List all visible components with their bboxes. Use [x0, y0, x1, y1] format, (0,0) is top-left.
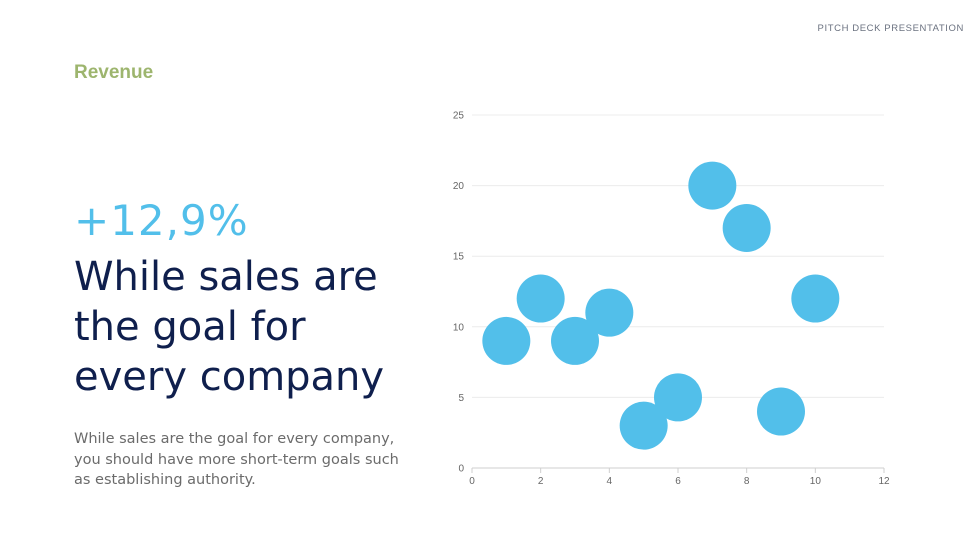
scatter-point — [688, 161, 737, 210]
scatter-point — [551, 316, 599, 365]
x-tick-label: 6 — [675, 476, 681, 487]
scatter-chart: 0 5 10 15 20 25 0 2 4 6 8 10 12 — [453, 111, 890, 488]
x-tick-label: 8 — [744, 476, 750, 487]
scatter-point — [722, 203, 771, 252]
y-tick-label: 10 — [453, 322, 465, 333]
header-tag: PITCH DECK PRESENTATION — [817, 23, 964, 34]
scatter-point — [757, 387, 805, 436]
scatter-point — [619, 401, 668, 450]
section-title: Revenue — [74, 62, 154, 83]
y-tick-label: 0 — [458, 464, 464, 475]
y-tick-label: 15 — [453, 252, 465, 263]
y-tick-label: 20 — [453, 181, 465, 192]
x-tick-label: 10 — [810, 476, 822, 487]
x-tick-label: 4 — [607, 476, 613, 487]
scatter-point — [516, 274, 565, 323]
x-tick-label: 0 — [469, 476, 475, 487]
y-tick-label: 5 — [458, 393, 464, 404]
x-tick-label: 2 — [538, 476, 544, 487]
y-tick-label: 25 — [453, 111, 465, 122]
stat-value: +12,9% — [74, 196, 249, 245]
scatter-point — [482, 316, 531, 365]
body-text: While sales are the goal for every compa… — [74, 431, 399, 488]
x-tick-label: 12 — [878, 476, 890, 487]
chart-container: 0 5 10 15 20 25 0 2 4 6 8 10 12 — [440, 100, 910, 500]
scatter-point — [654, 373, 702, 422]
scatter-point — [791, 274, 840, 323]
headline: While sales are the goal for every compa… — [74, 254, 385, 400]
scatter-point — [585, 288, 634, 337]
